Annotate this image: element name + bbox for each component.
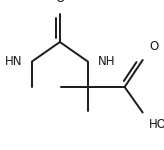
Text: HO: HO — [149, 118, 164, 132]
Text: HN: HN — [5, 55, 22, 68]
Text: NH: NH — [98, 55, 115, 68]
Text: O: O — [149, 39, 158, 52]
Text: O: O — [55, 0, 64, 4]
